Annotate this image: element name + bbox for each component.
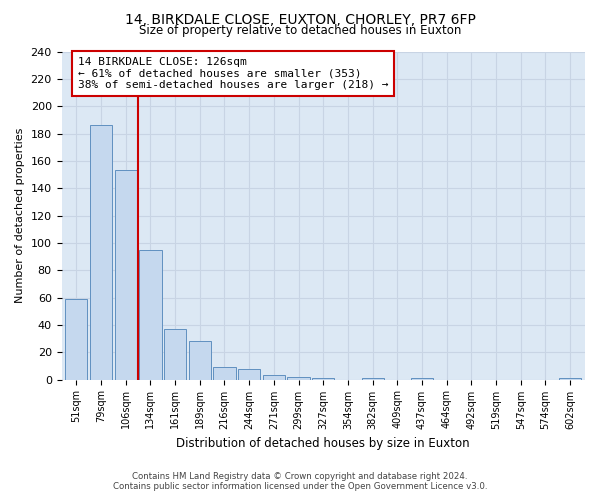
- Bar: [90, 126, 112, 380]
- Bar: [263, 376, 285, 380]
- Bar: [238, 368, 260, 380]
- Bar: [312, 378, 334, 380]
- X-axis label: Distribution of detached houses by size in Euxton: Distribution of detached houses by size …: [176, 437, 470, 450]
- Bar: [559, 378, 581, 380]
- Text: 14 BIRKDALE CLOSE: 126sqm
← 61% of detached houses are smaller (353)
38% of semi: 14 BIRKDALE CLOSE: 126sqm ← 61% of detac…: [77, 57, 388, 90]
- Bar: [362, 378, 384, 380]
- Text: 14, BIRKDALE CLOSE, EUXTON, CHORLEY, PR7 6FP: 14, BIRKDALE CLOSE, EUXTON, CHORLEY, PR7…: [125, 12, 475, 26]
- Bar: [214, 368, 236, 380]
- Bar: [188, 342, 211, 380]
- Text: Size of property relative to detached houses in Euxton: Size of property relative to detached ho…: [139, 24, 461, 37]
- Bar: [411, 378, 433, 380]
- Bar: [287, 377, 310, 380]
- Bar: [164, 329, 186, 380]
- Bar: [139, 250, 161, 380]
- Bar: [115, 170, 137, 380]
- Bar: [65, 299, 88, 380]
- Text: Contains HM Land Registry data © Crown copyright and database right 2024.
Contai: Contains HM Land Registry data © Crown c…: [113, 472, 487, 491]
- Y-axis label: Number of detached properties: Number of detached properties: [15, 128, 25, 303]
